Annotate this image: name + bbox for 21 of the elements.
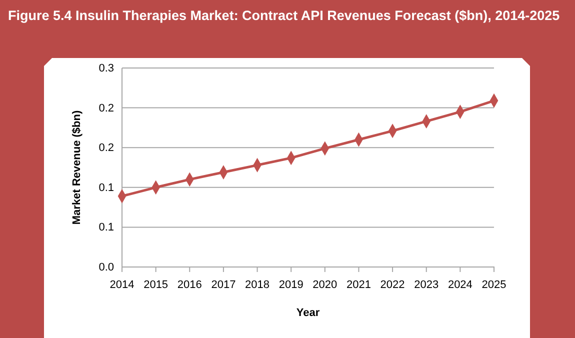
x-tick-label: 2015 <box>144 278 168 291</box>
x-tick-label: 2025 <box>482 278 506 291</box>
x-axis-title: Year <box>296 307 320 319</box>
x-tick-label: 2022 <box>380 278 405 291</box>
y-tick-label: 0.1 <box>98 182 114 194</box>
y-tick-label: 0.1 <box>98 222 114 234</box>
y-tick-label: 0.2 <box>98 102 114 114</box>
y-tick-label: 0.2 <box>98 142 114 154</box>
x-tick-label: 2016 <box>177 278 202 291</box>
x-tick-label: 2019 <box>278 278 304 291</box>
x-tick-label: 2018 <box>245 278 270 291</box>
y-axis-title: Market Revenue ($bn) <box>71 110 83 225</box>
chart-title: Figure 5.4 Insulin Therapies Market: Contract API Revenues Forecast ($bn), 2014-2025 <box>8 8 560 23</box>
x-tick-label: 2023 <box>414 278 439 291</box>
x-tick-label: 2024 <box>448 278 472 291</box>
x-tick-label: 2017 <box>211 278 236 291</box>
x-tick-label: 2014 <box>110 278 134 291</box>
x-tick-label: 2021 <box>346 278 371 291</box>
y-tick-label: 0.0 <box>98 262 114 274</box>
x-tick-label: 2020 <box>312 278 338 291</box>
y-tick-label: 0.3 <box>98 62 114 75</box>
